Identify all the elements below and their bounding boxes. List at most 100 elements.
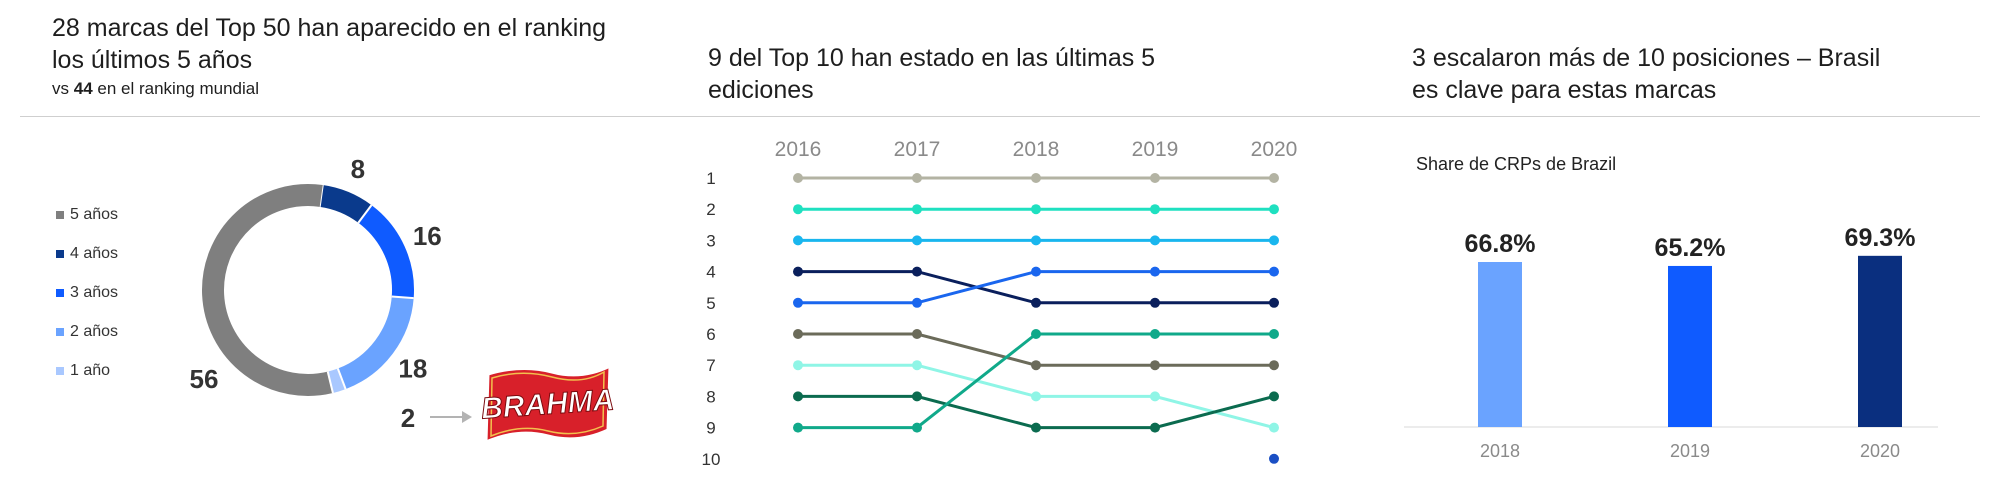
x-tick-label: 2017 xyxy=(894,138,941,161)
legend-item: 2 años xyxy=(56,323,118,341)
legend-swatch xyxy=(56,289,64,297)
brahma-logo: BRAHMA xyxy=(482,363,614,445)
x-tick-label: 2018 xyxy=(1013,138,1060,161)
x-tick-label: 2016 xyxy=(775,138,822,161)
rank-point xyxy=(1031,266,1041,277)
legend-label: 5 años xyxy=(70,206,119,223)
bar-category-label: 2019 xyxy=(1670,441,1710,461)
rank-point xyxy=(912,391,922,402)
rank-point xyxy=(1031,235,1041,246)
bar-category-label: 2018 xyxy=(1480,441,1520,461)
y-tick-label: 8 xyxy=(706,387,715,406)
rank-point xyxy=(912,266,922,277)
rank-point xyxy=(1269,235,1279,246)
bar xyxy=(1858,255,1902,427)
y-tick-label: 1 xyxy=(706,169,715,188)
rank-point xyxy=(1031,360,1041,371)
callout-arrow-head xyxy=(462,411,472,423)
rank-point xyxy=(1269,204,1279,215)
rank-point xyxy=(1269,422,1279,433)
bar-category-label: 2020 xyxy=(1860,441,1900,461)
legend-item: 4 años xyxy=(56,245,118,263)
rank-point xyxy=(793,422,803,433)
rank-point xyxy=(1150,235,1160,246)
rank-point xyxy=(912,297,922,308)
donut-slice xyxy=(337,296,414,390)
rank-point xyxy=(1150,360,1160,371)
legend-item: 3 años xyxy=(56,284,118,302)
rank-point xyxy=(912,360,922,371)
rank-point xyxy=(1150,422,1160,433)
donut-chart: 8 16 18 2 56 xyxy=(190,154,442,433)
rank-point xyxy=(912,204,922,215)
x-tick-label: 2020 xyxy=(1251,138,1298,161)
legend-label: 3 años xyxy=(70,284,119,301)
rank-point xyxy=(912,173,922,183)
legend-swatch xyxy=(56,211,64,219)
rank-point xyxy=(1031,173,1041,183)
legend-swatch xyxy=(56,367,64,375)
subtitle-number: 44 xyxy=(73,79,93,98)
donut-slice xyxy=(358,205,414,299)
rank-point xyxy=(1269,453,1279,464)
rank-point xyxy=(1150,173,1160,183)
donut-value-label: 16 xyxy=(413,221,442,251)
rank-point xyxy=(793,173,803,183)
slope-headline: 9 del Top 10 han estado en las últimas 5… xyxy=(708,44,1156,104)
ranking-line-chart: 2016 2017 2018 2019 2020 1 2 3 4 5 6 7 8 9 10 xyxy=(702,138,1298,469)
share-bar-chart: Share de CRPs de Brazil 66.8% 2018 65.2% 201… xyxy=(1404,154,1938,461)
bar-headline: 3 escalaron más de 10 posiciones – Brasi… xyxy=(1412,44,1881,104)
brahma-callout xyxy=(430,411,472,423)
rank-point xyxy=(793,297,803,308)
rank-point xyxy=(793,235,803,246)
donut-value-label: 2 xyxy=(401,403,415,433)
rank-point xyxy=(793,266,803,277)
donut-slice-separator xyxy=(326,371,334,394)
rank-point xyxy=(912,235,922,246)
donut-headline: 28 marcas del Top 50 han aparecido en el… xyxy=(52,14,607,74)
y-tick-label: 2 xyxy=(706,200,715,219)
legend-item: 5 años xyxy=(56,206,118,224)
rank-series-line xyxy=(798,332,1274,430)
rank-point xyxy=(1031,391,1041,402)
rank-point xyxy=(1150,266,1160,277)
rank-point xyxy=(1269,360,1279,371)
y-tick-label: 9 xyxy=(706,419,715,438)
donut-value-label: 18 xyxy=(398,353,427,383)
legend-label: 1 año xyxy=(70,362,111,379)
rank-point xyxy=(1150,329,1160,339)
subtitle-suffix: en el ranking mundial xyxy=(97,79,259,98)
y-tick-label: 5 xyxy=(706,294,715,313)
y-tick-label: 10 xyxy=(702,450,721,469)
rank-point xyxy=(1150,204,1160,215)
x-tick-label: 2019 xyxy=(1132,138,1179,161)
donut-slice xyxy=(202,184,333,396)
bar xyxy=(1668,265,1712,427)
rank-point xyxy=(912,329,922,339)
y-tick-label: 4 xyxy=(706,263,715,282)
bar-chart-title: Share de CRPs de Brazil xyxy=(1416,154,1616,174)
rank-point xyxy=(1269,391,1279,402)
rank-point xyxy=(1031,329,1041,339)
rank-point xyxy=(1269,297,1279,308)
donut-slice-separator xyxy=(391,295,414,300)
rank-point xyxy=(1269,266,1279,277)
y-tick-label: 7 xyxy=(706,356,715,375)
header-divider xyxy=(20,116,1980,117)
rank-point xyxy=(912,422,922,433)
bar-value-label: 66.8% xyxy=(1465,230,1536,258)
bar xyxy=(1478,262,1522,427)
bar-value-label: 69.3% xyxy=(1845,224,1916,252)
rank-point xyxy=(793,360,803,371)
donut-slice xyxy=(319,185,372,223)
subtitle-prefix: vs xyxy=(52,79,69,98)
rank-point xyxy=(1031,204,1041,215)
rank-point xyxy=(1150,391,1160,402)
rank-point xyxy=(1031,297,1041,308)
donut-slice-separator xyxy=(336,368,347,390)
donut-subtitle: vs 44 en el ranking mundial xyxy=(52,79,259,99)
y-tick-label: 6 xyxy=(706,325,715,344)
legend-swatch xyxy=(56,328,64,336)
rank-point xyxy=(793,204,803,215)
